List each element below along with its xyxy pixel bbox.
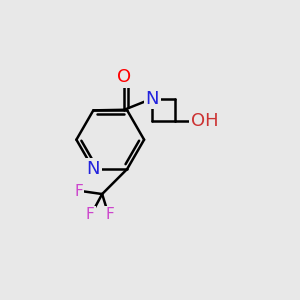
Text: F: F: [74, 184, 83, 199]
Text: N: N: [146, 90, 159, 108]
Text: F: F: [105, 207, 114, 222]
Text: N: N: [87, 160, 100, 178]
Text: OH: OH: [191, 112, 218, 130]
Text: O: O: [117, 68, 131, 86]
Text: F: F: [86, 207, 95, 222]
